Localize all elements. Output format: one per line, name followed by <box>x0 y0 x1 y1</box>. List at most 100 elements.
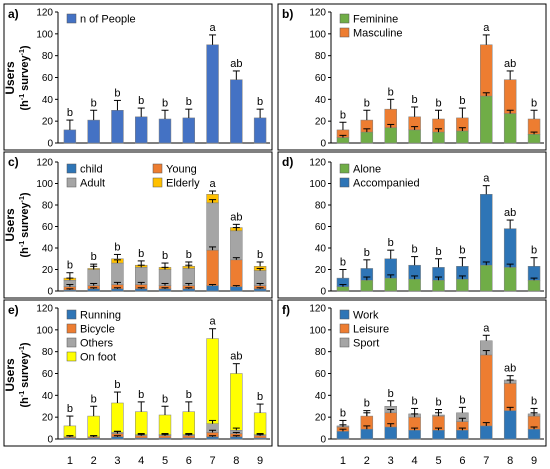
y-tick-label: 100 <box>309 325 326 336</box>
significance-letter: b <box>364 97 370 109</box>
legend-swatch <box>339 27 350 38</box>
legend-swatch <box>339 337 350 348</box>
bars: b b b b b b a ab b <box>63 316 267 440</box>
panel-6: f) 0 20 40 60 80 100 120 b b b b b b a ab b Work Leisure Sp… <box>277 299 547 447</box>
bar-on-foot <box>158 414 172 435</box>
bar-on-foot <box>135 411 148 435</box>
x-tick-label: 2 <box>364 455 370 467</box>
legend-swatch <box>66 323 77 334</box>
y-tick-label: 120 <box>309 158 326 169</box>
significance-letter: b <box>186 389 192 401</box>
legend-swatch <box>66 177 77 188</box>
bar-child <box>206 285 219 292</box>
y-axis-title-middle: Users (h-1 survey-1) <box>3 192 31 257</box>
y-tick-label: 120 <box>36 8 53 19</box>
significance-letter: b <box>91 251 97 263</box>
bar-bicycle <box>158 435 172 439</box>
x-tick-label: 8 <box>233 455 239 467</box>
bar-n-of-people <box>87 119 100 144</box>
legend-label: Bicycle <box>80 324 115 336</box>
panel-label: b) <box>282 7 293 21</box>
y-tick-label: 80 <box>315 201 327 212</box>
panel-label: f) <box>282 303 290 317</box>
legend-label: Elderly <box>166 178 200 190</box>
bar-child <box>253 288 267 292</box>
significance-letter: ab <box>504 207 516 219</box>
bar-alone <box>503 267 517 292</box>
bar-work <box>360 428 374 440</box>
panel-3: c) 0 20 40 60 80 100 120 b b b b b b a ab b child Young Adu… <box>3 151 273 299</box>
bar-young <box>206 249 219 286</box>
ylabel-main: Users <box>3 208 17 242</box>
bar-leisure <box>503 383 517 411</box>
x-tick-label: 4 <box>412 455 418 467</box>
y-tick-label: 40 <box>42 244 54 255</box>
x-tick-label: 9 <box>531 455 537 467</box>
ylabel-main: Users <box>3 61 17 95</box>
legend-swatch <box>66 13 77 24</box>
y-tick-label: 80 <box>42 201 54 212</box>
y-tick-label: 120 <box>36 304 53 315</box>
legend-label: Work <box>353 310 379 322</box>
legend-swatch <box>66 309 77 320</box>
y-tick-label: 100 <box>309 29 326 40</box>
bar-bicycle <box>135 435 148 439</box>
significance-letter: b <box>67 260 73 272</box>
significance-letter: b <box>91 97 97 109</box>
bar-work <box>432 430 445 440</box>
y-tick-label: 100 <box>309 179 326 190</box>
y-tick-label: 80 <box>315 51 327 62</box>
legend-swatch <box>339 309 350 320</box>
legend-label: Accompanied <box>353 178 420 190</box>
bar-feminine <box>336 137 350 144</box>
significance-letter: b <box>114 241 120 253</box>
bars: b b b b b b a ab b <box>63 22 267 144</box>
legend-swatch <box>66 337 77 348</box>
bar-bicycle <box>182 435 195 439</box>
bar-n-of-people <box>135 116 148 144</box>
significance-letter: b <box>340 407 346 419</box>
significance-letter: b <box>186 96 192 108</box>
significance-letter: ab <box>230 58 242 70</box>
legend-label: Leisure <box>353 324 389 336</box>
legend-swatch <box>339 13 350 24</box>
bar-feminine <box>503 113 517 144</box>
bar-alone <box>384 277 397 292</box>
significance-letter: b <box>459 95 465 107</box>
bar-bicycle <box>253 435 267 439</box>
panel-label: c) <box>8 155 19 169</box>
ylabel-units: (h-1 survey-1) <box>19 45 31 110</box>
y-axis-title-top: Users (h-1 survey-1) <box>3 45 31 110</box>
x-tick-label: 1 <box>67 455 73 467</box>
bar-young <box>230 259 243 287</box>
significance-letter: b <box>138 389 144 401</box>
bar-feminine <box>432 131 445 144</box>
bar-accompanied <box>480 194 493 266</box>
legend-swatch <box>339 323 350 334</box>
y-tick-label: 60 <box>315 73 327 84</box>
significance-letter: b <box>388 86 394 98</box>
significance-letter: b <box>340 109 346 121</box>
panel-label: e) <box>8 303 19 317</box>
significance-letter: b <box>67 107 73 119</box>
panel-frame <box>3 3 273 151</box>
significance-letter: b <box>257 391 263 403</box>
legend-swatch <box>66 163 77 174</box>
bar-on-foot <box>63 425 77 438</box>
bar-n-of-people <box>230 79 243 144</box>
panel-frame <box>277 299 547 447</box>
legend-label: Sport <box>353 338 379 350</box>
y-tick-label: 40 <box>315 391 327 402</box>
significance-letter: a <box>209 22 216 34</box>
panel-4: d) 0 20 40 60 80 100 120 b b b b b b a ab b Alone Accompan… <box>277 151 547 299</box>
bar-on-foot <box>111 402 124 433</box>
bar-masculine <box>503 79 517 114</box>
bar-n-of-people <box>253 117 267 144</box>
significance-letter: a <box>483 22 490 34</box>
bar-child <box>158 288 172 292</box>
significance-letter: b <box>114 379 120 391</box>
bar-adult <box>111 262 124 285</box>
legend: Running Bicycle Others On foot <box>66 309 121 364</box>
bar-feminine <box>480 95 493 144</box>
